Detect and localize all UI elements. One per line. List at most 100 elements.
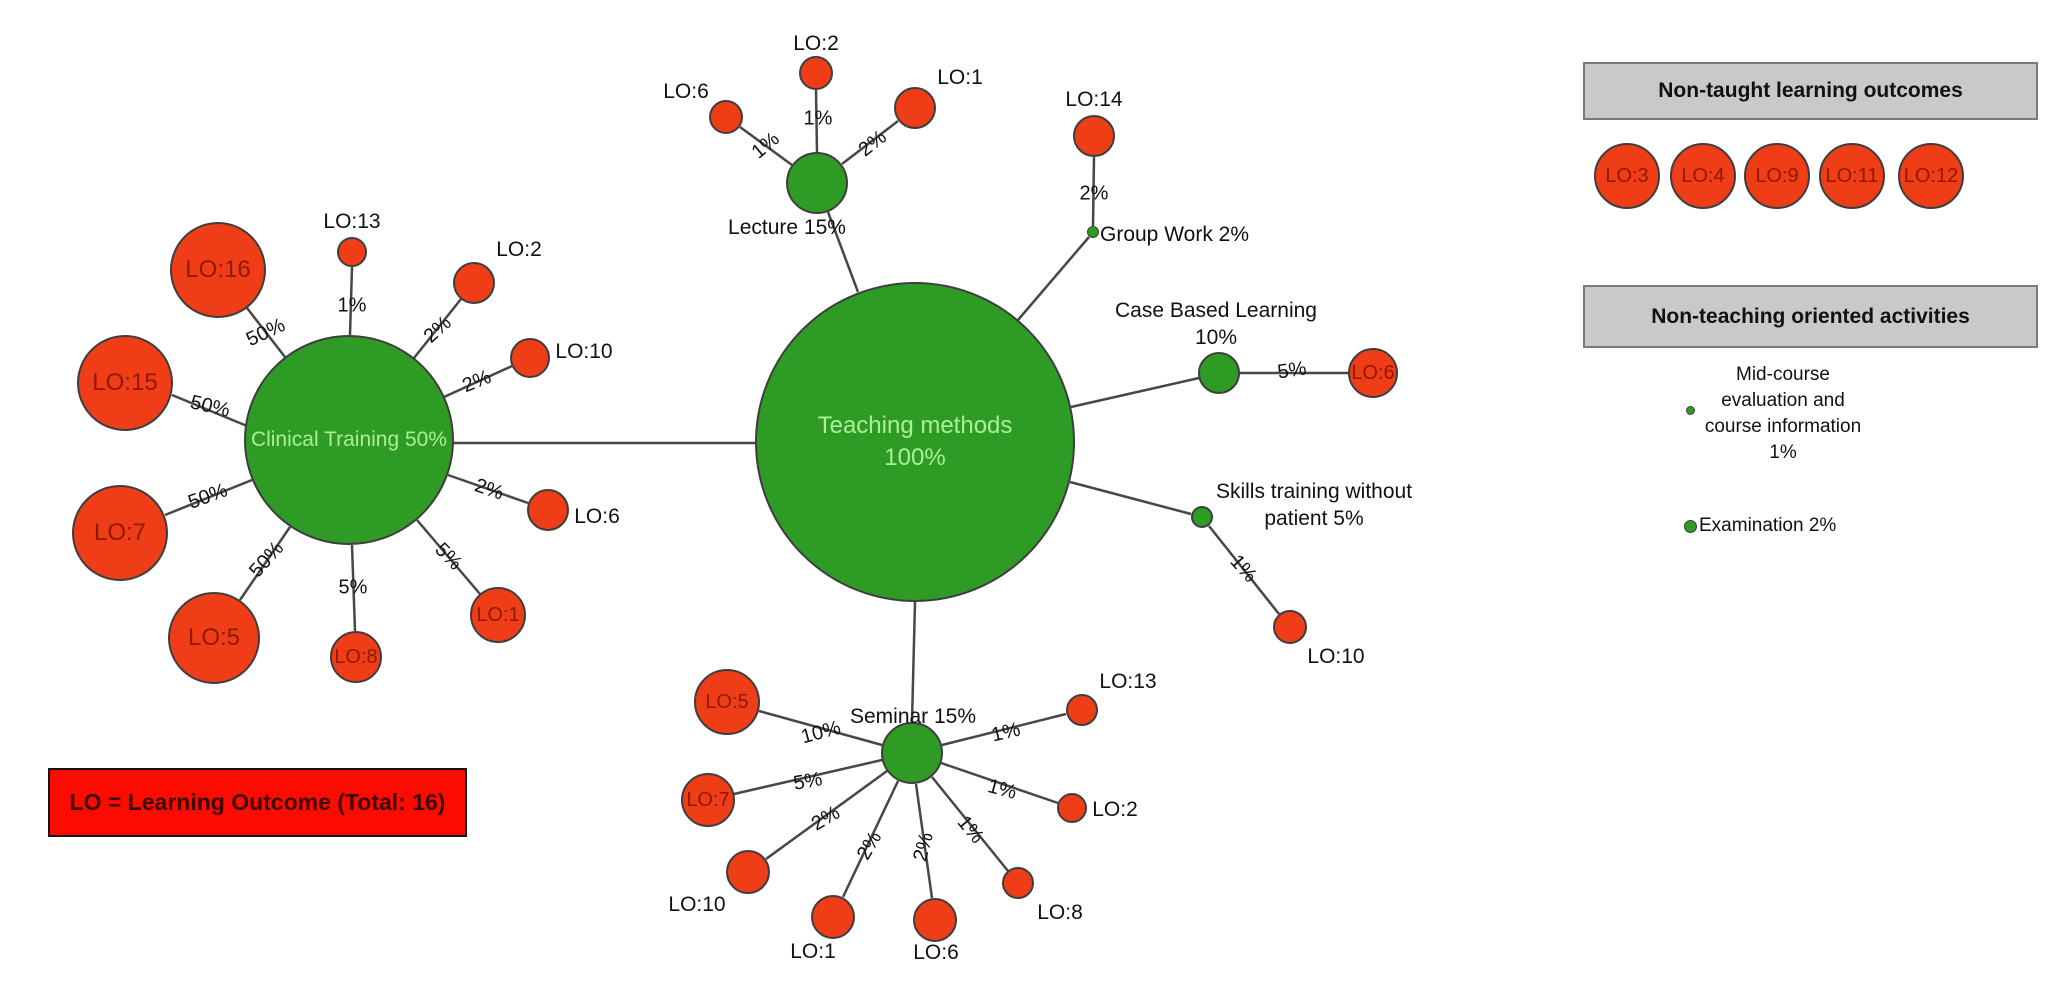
seminar-label: Seminar 15%	[849, 705, 977, 728]
node-lo2-lecture	[799, 56, 833, 90]
pct-seminar-lo7: 5%	[791, 768, 825, 795]
lo8-label: LO:8	[334, 645, 378, 668]
mid-course-dot-icon	[1686, 406, 1695, 415]
node-lo5-clinical: LO:5	[168, 592, 260, 684]
lo1-lecture-label: LO:1	[937, 66, 983, 89]
edge-seminar-lo1	[841, 780, 900, 898]
node-lo13-clinical	[337, 237, 367, 267]
pct-clinical-lo13: 1%	[337, 294, 367, 317]
edge-seminar-lo10	[765, 769, 888, 861]
node-lo7-seminar: LO:7	[681, 773, 735, 827]
lo8-seminar-label: LO:8	[1037, 901, 1083, 924]
edge-seminar-lo2	[940, 761, 1059, 805]
skills-training-label: Skills training without patient 5%	[1215, 480, 1413, 530]
pct-groupwork-lo14: 2%	[1079, 182, 1109, 205]
group-work-label: Group Work 2%	[1100, 223, 1249, 246]
lo2-lecture-label: LO:2	[793, 32, 839, 55]
edge-clinical-lo10	[443, 364, 513, 399]
lo10-clinical-label: LO:10	[555, 340, 613, 363]
edge-clinical-lo5	[238, 526, 292, 601]
node-skills-training	[1191, 506, 1213, 528]
case-based-learning-pct: 10%	[1194, 326, 1238, 349]
case-based-learning-label: Case Based Learning 10%	[1115, 297, 1317, 351]
lo3-label: LO:3	[1605, 164, 1649, 187]
edge-lecture-lo6	[739, 125, 793, 167]
node-lo6-seminar	[913, 898, 957, 942]
node-lo10-clinical	[510, 338, 550, 378]
edge-lecture-lo2	[814, 89, 819, 153]
edge-groupwork-lo14	[1091, 156, 1096, 227]
edge-clinical-lo15	[171, 393, 248, 428]
lo14-label: LO:14	[1065, 88, 1123, 111]
lo13-seminar-label: LO:13	[1099, 670, 1157, 693]
edge-clinical-lo7	[164, 478, 253, 517]
lo1-seminar-label: LO:1	[790, 940, 836, 963]
mid-course-label: Mid-course evaluation and course informa…	[1704, 364, 1862, 437]
edge-clinical-lo16	[246, 307, 286, 358]
lo5-label: LO:5	[187, 624, 241, 651]
examination-dot-icon	[1684, 519, 1697, 533]
case-based-learning-name: Case Based Learning	[1115, 299, 1317, 322]
edge-teaching-casebased	[1070, 376, 1200, 409]
edge-clinical-lo8	[350, 544, 357, 632]
edge-seminar-lo5	[758, 709, 883, 747]
node-lo4-nontaught: LO:4	[1670, 143, 1736, 209]
node-teaching-methods: Teaching methods 100%	[755, 282, 1075, 602]
lo1-label: LO:1	[476, 603, 520, 626]
node-lecture	[786, 152, 848, 214]
lo12-label: LO:12	[1903, 164, 1959, 187]
pct-clinical-lo8: 5%	[338, 576, 368, 599]
lo2-clinical-label: LO:2	[496, 238, 542, 261]
lo13-clinical-label: LO:13	[323, 210, 381, 233]
lo10-skills-label: LO:10	[1307, 645, 1365, 668]
node-lo1-lecture	[894, 87, 936, 129]
node-lo16-clinical: LO:16	[170, 222, 266, 318]
legend-text: LO = Learning Outcome (Total: 16)	[69, 789, 446, 815]
mid-course-item: Mid-course evaluation and course informa…	[1697, 362, 1869, 466]
node-lo8-clinical: LO:8	[330, 631, 382, 683]
edge-clinical-lo1	[416, 519, 481, 595]
node-clinical-training: Clinical Training 50%	[244, 335, 454, 545]
node-lo2-seminar	[1057, 793, 1087, 823]
lo6-clinical-label: LO:6	[574, 505, 620, 528]
non-teaching-header: Non-teaching oriented activities	[1583, 285, 2038, 348]
node-lo2-clinical	[453, 262, 495, 304]
lo9-label: LO:9	[1755, 164, 1799, 187]
edge-lecture-lo1	[841, 120, 899, 165]
edge-seminar-lo8	[931, 776, 1009, 872]
teaching-methods-pct: 100%	[884, 444, 946, 471]
edge-seminar-lo6	[914, 783, 934, 899]
edge-teaching-skills	[1069, 480, 1192, 516]
edge-clinical-lo13	[348, 266, 354, 336]
clinical-training-label: Clinical Training 50%	[250, 428, 448, 451]
examination-item: Examination 2%	[1684, 515, 1836, 537]
edge-clinical-lo2	[413, 298, 462, 359]
node-lo11-nontaught: LO:11	[1819, 143, 1885, 209]
node-lo6-clinical	[527, 489, 569, 531]
node-lo12-nontaught: LO:12	[1898, 143, 1964, 209]
teaching-methods-name: Teaching methods	[817, 412, 1013, 439]
pct-casebased-lo6: 5%	[1276, 357, 1308, 384]
lo2-seminar-label: LO:2	[1092, 798, 1138, 821]
lo10-seminar-label: LO:10	[668, 893, 726, 916]
node-group-work	[1087, 226, 1099, 238]
edge-seminar-lo7	[733, 758, 883, 796]
node-seminar	[881, 722, 943, 784]
node-lo6-lecture	[709, 100, 743, 134]
node-lo13-seminar	[1066, 694, 1098, 726]
pct-lecture-lo2: 1%	[803, 107, 833, 130]
lo4-label: LO:4	[1681, 164, 1725, 187]
lecture-label: Lecture 15%	[728, 216, 846, 239]
node-lo9-nontaught: LO:9	[1744, 143, 1810, 209]
lo6-casebased-label: LO:6	[1351, 361, 1395, 384]
non-taught-header: Non-taught learning outcomes	[1583, 62, 2038, 120]
edge-skills-lo10	[1208, 525, 1280, 615]
lo6-lecture-label: LO:6	[663, 80, 709, 103]
lo15-label: LO:15	[92, 369, 158, 396]
lo7-label: LO:7	[93, 519, 147, 546]
node-lo5-seminar: LO:5	[694, 669, 760, 735]
node-lo6-casebased: LO:6	[1348, 348, 1398, 398]
lo6-seminar-label: LO:6	[913, 941, 959, 964]
